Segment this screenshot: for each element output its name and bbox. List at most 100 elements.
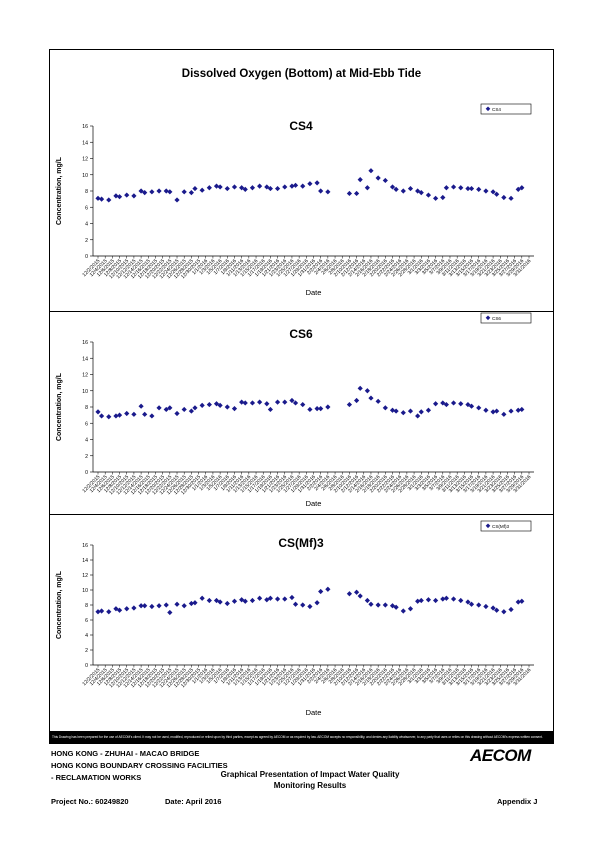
data-point bbox=[515, 407, 521, 413]
data-point bbox=[149, 189, 155, 195]
y-axis-label: Concentration, mg/L bbox=[56, 156, 63, 225]
legend-box bbox=[480, 103, 532, 115]
data-point bbox=[465, 401, 471, 408]
data-point bbox=[167, 405, 173, 411]
data-point bbox=[364, 597, 370, 604]
y-tick-label: 8 bbox=[85, 603, 88, 609]
data-point bbox=[289, 594, 295, 601]
data-point bbox=[490, 605, 496, 611]
data-point bbox=[314, 406, 320, 412]
data-point bbox=[318, 588, 324, 595]
footer-project-line2: HONG KONG BOUNDARY CROSSING FACILITIES bbox=[51, 761, 228, 770]
data-point bbox=[458, 401, 464, 407]
data-point bbox=[257, 595, 263, 601]
x-axis-label: Date bbox=[306, 288, 322, 297]
data-point bbox=[443, 401, 449, 408]
data-point bbox=[418, 190, 424, 196]
data-point bbox=[181, 189, 187, 195]
data-point bbox=[483, 603, 489, 610]
data-point bbox=[163, 406, 169, 413]
data-point bbox=[476, 602, 482, 608]
data-point bbox=[433, 597, 439, 604]
data-point bbox=[415, 413, 421, 419]
data-point bbox=[188, 408, 194, 414]
data-series bbox=[95, 385, 525, 420]
data-point bbox=[393, 408, 399, 414]
data-point bbox=[433, 195, 439, 201]
data-point bbox=[292, 400, 299, 406]
data-point bbox=[289, 397, 295, 404]
data-point bbox=[156, 603, 162, 609]
data-point bbox=[292, 182, 299, 188]
footer-date: Date: April 2016 bbox=[165, 797, 222, 806]
data-point bbox=[318, 188, 324, 194]
data-point bbox=[440, 194, 446, 201]
data-point bbox=[307, 181, 313, 187]
data-point bbox=[346, 190, 353, 197]
y-tick-label: 4 bbox=[85, 633, 88, 639]
data-point bbox=[354, 190, 360, 197]
legend-box bbox=[480, 312, 532, 324]
data-point bbox=[95, 195, 101, 201]
data-point bbox=[425, 407, 432, 413]
data-point bbox=[106, 197, 112, 203]
data-point bbox=[224, 404, 230, 410]
disclaimer-bar: This Drawing has been prepared for the u… bbox=[49, 731, 554, 744]
data-point bbox=[368, 601, 374, 607]
data-point bbox=[300, 602, 306, 608]
legend: CS(Mf)3 bbox=[480, 520, 532, 532]
data-point bbox=[346, 591, 353, 597]
footer-project-number: Project No.: 60249820 bbox=[51, 797, 129, 806]
footer-caption-line1: Graphical Presentation of Impact Water Q… bbox=[220, 770, 400, 779]
data-point bbox=[282, 184, 288, 190]
data-point bbox=[494, 607, 500, 613]
data-point bbox=[375, 175, 381, 181]
data-point bbox=[325, 189, 331, 195]
y-tick-label: 12 bbox=[82, 373, 88, 379]
data-point bbox=[264, 401, 270, 407]
data-point bbox=[199, 595, 205, 601]
y-tick-label: 0 bbox=[85, 254, 88, 260]
data-point bbox=[501, 194, 507, 201]
data-point bbox=[508, 195, 514, 201]
data-point bbox=[354, 589, 360, 595]
legend-label: CS6 bbox=[492, 316, 501, 321]
chart-title: CS4 bbox=[289, 119, 313, 133]
x-axis-label: Date bbox=[306, 708, 322, 717]
data-point bbox=[242, 186, 248, 192]
data-point bbox=[98, 196, 105, 202]
chart-title: CS6 bbox=[289, 327, 313, 341]
data-point bbox=[174, 601, 180, 607]
data-point bbox=[519, 406, 525, 413]
data-point bbox=[364, 388, 370, 394]
data-point bbox=[217, 184, 223, 190]
data-point bbox=[407, 185, 414, 192]
data-point bbox=[318, 406, 324, 412]
data-point bbox=[199, 187, 205, 193]
data-point bbox=[181, 406, 187, 413]
y-tick-label: 0 bbox=[85, 663, 88, 669]
data-point bbox=[425, 597, 432, 603]
data-point bbox=[415, 598, 421, 604]
data-point bbox=[357, 593, 363, 599]
data-point bbox=[476, 405, 482, 411]
data-point bbox=[483, 407, 489, 413]
data-point bbox=[249, 597, 256, 604]
y-tick-label: 14 bbox=[82, 356, 88, 362]
data-point bbox=[368, 395, 374, 401]
y-axis-label: Concentration, mg/L bbox=[56, 570, 63, 639]
y-tick-label: 0 bbox=[85, 470, 88, 476]
footer-appendix: Appendix J bbox=[497, 797, 538, 806]
data-point bbox=[163, 188, 169, 194]
data-point bbox=[300, 401, 306, 408]
data-point bbox=[181, 603, 187, 609]
data-point bbox=[124, 606, 130, 612]
data-point bbox=[382, 405, 388, 411]
chart-panel-3: CS(Mf)3 CS(Mf)3 0 2 4 6 8 10 12 14 16 Concentration… bbox=[49, 514, 554, 730]
y-tick-label: 12 bbox=[82, 157, 88, 163]
data-point bbox=[239, 185, 245, 191]
data-point bbox=[354, 397, 360, 404]
data-point bbox=[325, 404, 331, 410]
footer-caption-line2: Monitoring Results bbox=[273, 781, 347, 790]
